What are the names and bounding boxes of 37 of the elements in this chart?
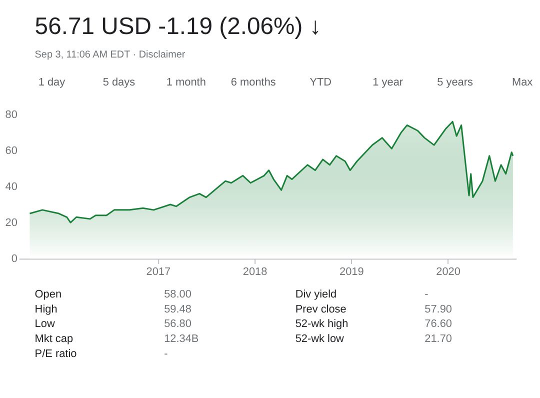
text: 59.48: [164, 303, 192, 316]
text: YTD: [310, 76, 332, 89]
text: 56.80: [164, 318, 192, 330]
text: 58.00: [164, 288, 192, 300]
y-tick-label: 20: [5, 217, 18, 230]
chart-title: 56.71 USD -1.19 (2.06%) ↓: [34, 12, 322, 40]
text: 5 days: [102, 76, 136, 89]
text: -: [424, 288, 429, 300]
text: 21.70: [424, 333, 452, 346]
text: -: [164, 348, 168, 360]
x-tick-label: 2020: [436, 266, 460, 278]
text: High: [34, 303, 58, 316]
text: Low: [34, 318, 55, 330]
x-tick-label: 2018: [242, 266, 268, 278]
text: Max: [512, 76, 534, 89]
text: Open: [34, 288, 62, 300]
text: 1 day: [38, 76, 66, 89]
y-tick-label: 80: [5, 108, 18, 121]
chart-subtitle: Sep 3, 11:06 AM EDT · Disclaimer: [34, 50, 186, 61]
y-tick-label: 0: [11, 253, 18, 266]
text: 5 years: [437, 76, 474, 89]
text: Prev close: [295, 303, 346, 316]
text: 6 months: [230, 76, 276, 89]
text: 52-wk high: [295, 318, 348, 330]
text: P/E ratio: [34, 348, 77, 360]
x-tick-label: 2019: [340, 266, 364, 278]
text: 52-wk low: [295, 333, 344, 346]
x-tick-label: 2017: [146, 266, 171, 278]
text: 57.90: [424, 303, 452, 316]
text: 1 year: [372, 76, 404, 89]
text: 76.60: [424, 318, 452, 330]
text: 12.34B: [164, 333, 199, 346]
text: Mkt cap: [34, 333, 74, 346]
y-tick-label: 60: [5, 144, 18, 157]
text: Div yield: [295, 288, 337, 300]
y-tick-label: 40: [5, 180, 18, 193]
text: 1 month: [166, 76, 206, 89]
